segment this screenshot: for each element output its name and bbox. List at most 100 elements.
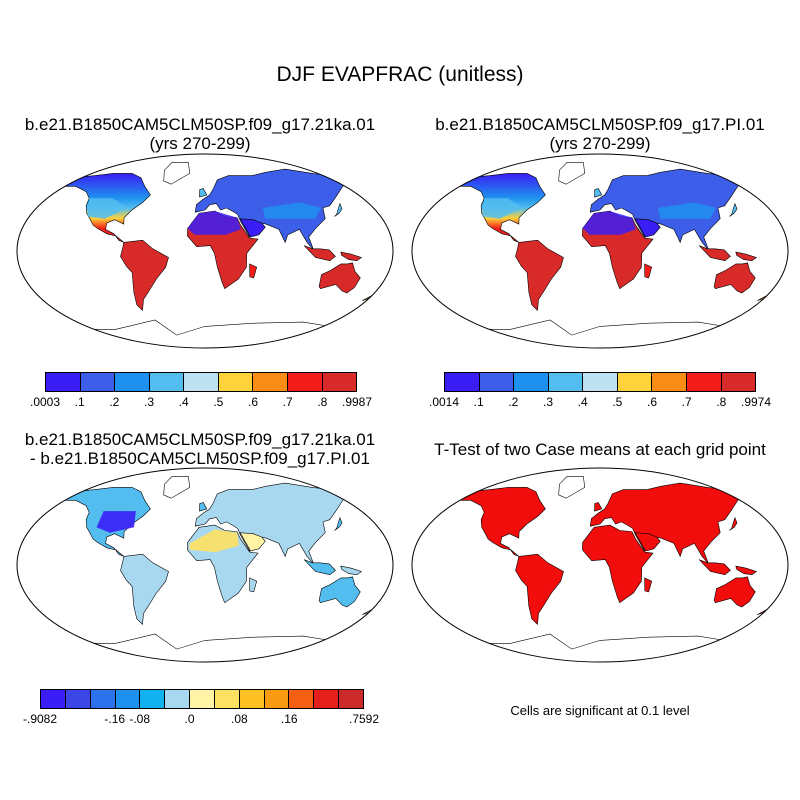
land-australia (318, 576, 361, 608)
colorbar-swatch (547, 373, 583, 391)
land-borneoNG (340, 565, 363, 576)
land-borneoNG (735, 565, 758, 576)
colorbar-swatch (64, 690, 90, 708)
land-australia (713, 576, 756, 608)
colorbar-swatch (720, 373, 756, 391)
colorbar-swatch (114, 373, 149, 391)
panel-3-title-line2: - b.e21.B1850CAM5CLM50SP.f09_g17.PI.01 (30, 449, 370, 468)
map-boundary (16, 467, 394, 663)
land-northAmerica (457, 487, 546, 557)
colorbar-swatch (286, 373, 322, 391)
land-indonesia (698, 245, 731, 262)
map-panel-difference (16, 467, 394, 663)
land-madagascar (644, 263, 653, 279)
map-boundary (411, 467, 789, 663)
land-indonesia (303, 559, 336, 576)
land-nz (757, 291, 774, 301)
colorbar-swatch (46, 373, 80, 391)
colorbar-label: .7 (681, 395, 692, 409)
shading-region (187, 211, 241, 235)
land-australia (713, 262, 756, 294)
shading-region (263, 202, 322, 219)
colorbar-label: .5 (612, 395, 623, 409)
panel-3-title: b.e21.B1850CAM5CLM50SP.f09_g17.21ka.01 -… (0, 430, 400, 468)
land-eurasia (589, 482, 748, 565)
panel-4-title: T-Test of two Case means at each grid po… (434, 440, 766, 459)
colorbar-label: -.16 (104, 712, 126, 726)
colorbar-label: .9974 (740, 395, 772, 409)
map-boundary (16, 153, 394, 349)
panel-1-title-line2: (yrs 270-299) (149, 134, 251, 153)
colorbar-swatch (321, 373, 357, 391)
colorbar-difference-labels: -.9082 -.16 -.08 .0 .08 .16 .7592 (23, 712, 379, 728)
colorbar-swatch (238, 690, 264, 708)
colorbar-pi-labels: .0014 .1 .2 .3 .4 .5 .6 .7 .8 .9974 (429, 395, 771, 411)
significance-note: Cells are significant at 0.1 level (510, 703, 690, 718)
colorbar-swatch (338, 690, 363, 708)
shading-region (582, 211, 636, 235)
land-borneoNG (340, 251, 363, 262)
land-nz (757, 605, 774, 615)
land-southAmerica (120, 239, 169, 311)
colorbar-label: .3 (143, 395, 155, 409)
colorbar-label: .3 (542, 395, 554, 409)
colorbar-swatch (114, 690, 140, 708)
land-japan (334, 202, 343, 217)
colorbar-label: .9987 (341, 395, 373, 409)
map-panel-pi (411, 153, 789, 349)
land-japan (729, 202, 738, 217)
colorbar-label: .6 (646, 395, 658, 409)
colorbar-label: .0003 (29, 395, 61, 409)
panel-2-title-line1: b.e21.B1850CAM5CLM50SP.f09_g17.PI.01 (435, 115, 765, 134)
colorbar-label: .4 (577, 395, 588, 409)
colorbar-swatch (582, 373, 617, 391)
colorbar-swatch (189, 690, 214, 708)
colorbar-label: .16 (280, 712, 298, 726)
shading-region (96, 511, 136, 533)
shading-region (482, 198, 523, 219)
land-greenland (163, 162, 191, 185)
land-indonesia (698, 559, 731, 576)
land-uk (199, 502, 208, 512)
colorbar-label: .2 (109, 395, 120, 409)
colorbar-label: .0 (184, 712, 195, 726)
land-madagascar (249, 577, 258, 593)
land-nz (362, 291, 379, 301)
land-arabia (634, 532, 661, 552)
colorbar-label: .8 (317, 395, 328, 409)
colorbar-label: .1 (473, 395, 484, 409)
panel-2-title-line2: (yrs 270-299) (549, 134, 651, 153)
colorbar-label: .7592 (348, 712, 380, 726)
land-uk (594, 188, 603, 198)
colorbar-swatch (445, 373, 479, 391)
colorbar-label: .6 (247, 395, 259, 409)
land-greenland (558, 162, 586, 185)
land-arabia (634, 218, 661, 238)
colorbar-label: .4 (178, 395, 189, 409)
land-southAmerica (120, 553, 169, 625)
colorbar-swatch (478, 373, 514, 391)
colorbar-label: -.08 (129, 712, 151, 726)
colorbar-swatch (252, 373, 287, 391)
colorbar-swatch (183, 373, 218, 391)
colorbar-label: -.9082 (22, 712, 58, 726)
land-japan (334, 516, 343, 531)
colorbar-label: .0014 (428, 395, 460, 409)
colorbar-swatch (89, 690, 115, 708)
colorbar-swatch (513, 373, 548, 391)
land-indonesia (303, 245, 336, 262)
land-borneoNG (735, 251, 758, 262)
colorbar-difference (40, 689, 364, 709)
colorbar-swatch (148, 373, 184, 391)
colorbar-swatch (263, 690, 289, 708)
colorbar-swatch (41, 690, 65, 708)
colorbar-swatch (288, 690, 314, 708)
land-southAmerica (515, 553, 564, 625)
land-africa (582, 524, 654, 604)
colorbar-swatch (616, 373, 652, 391)
colorbar-swatch (164, 690, 190, 708)
map-panel-ttest (411, 467, 789, 663)
map-panel-21ka (16, 153, 394, 349)
figure-title: DJF EVAPFRAC (unitless) (276, 63, 524, 86)
land-madagascar (249, 263, 258, 279)
